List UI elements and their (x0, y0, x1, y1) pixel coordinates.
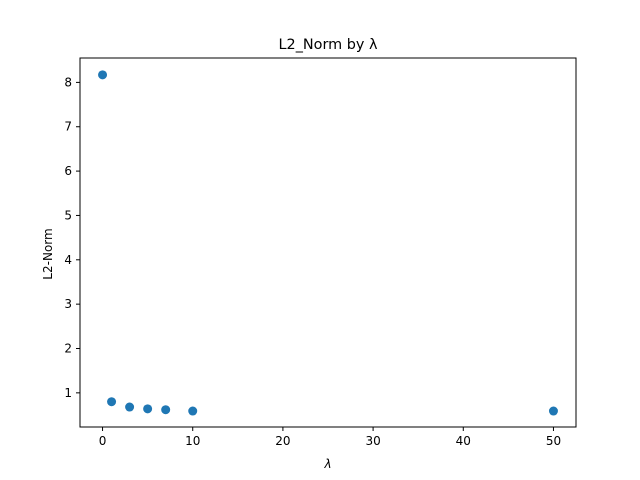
x-tick-label: 20 (275, 434, 290, 448)
y-tick-label: 5 (64, 208, 72, 222)
x-axis-label: λ (323, 457, 331, 471)
x-tick-label: 40 (456, 434, 471, 448)
y-tick-label: 8 (64, 75, 72, 89)
data-point (125, 402, 135, 412)
y-tick-label: 4 (64, 253, 72, 267)
x-axis: 0 10 20 30 40 50 (99, 427, 561, 448)
y-tick-label: 3 (64, 297, 72, 311)
data-points (98, 70, 558, 416)
x-tick-label: 30 (365, 434, 380, 448)
data-point (188, 406, 198, 416)
x-tick-label: 10 (185, 434, 200, 448)
data-point (548, 406, 558, 416)
plot-frame (79, 57, 577, 428)
y-axis: 1 2 3 4 5 6 7 8 (64, 75, 80, 400)
x-tick-label: 50 (546, 434, 561, 448)
data-point (107, 397, 117, 407)
y-tick-label: 1 (64, 386, 72, 400)
y-tick-label: 6 (64, 164, 72, 178)
chart-title: L2_Norm by λ (279, 37, 378, 53)
y-axis-label: L2-Norm (41, 228, 55, 279)
x-tick-label: 0 (99, 434, 107, 448)
y-tick-label: 2 (64, 341, 72, 355)
data-point (98, 70, 108, 80)
data-point (161, 405, 171, 415)
y-tick-label: 7 (64, 120, 72, 134)
data-point (143, 404, 153, 414)
